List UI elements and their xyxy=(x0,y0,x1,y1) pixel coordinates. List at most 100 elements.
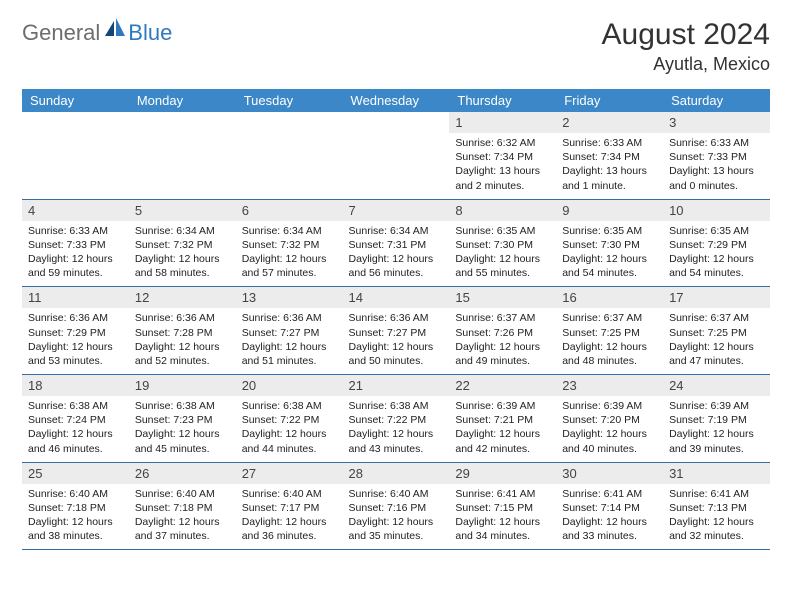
sunrise: Sunrise: 6:32 AM xyxy=(455,136,550,150)
day-content: Sunrise: 6:37 AMSunset: 7:26 PMDaylight:… xyxy=(449,308,556,374)
day-cell: 12Sunrise: 6:36 AMSunset: 7:28 PMDayligh… xyxy=(129,287,236,375)
day-number: 24 xyxy=(663,375,770,396)
sunset: Sunset: 7:27 PM xyxy=(242,326,337,340)
day-number: 15 xyxy=(449,287,556,308)
daylight: Daylight: 13 hours and 1 minute. xyxy=(562,164,657,192)
day-number: 17 xyxy=(663,287,770,308)
daylight: Daylight: 12 hours and 59 minutes. xyxy=(28,252,123,280)
day-number: 9 xyxy=(556,200,663,221)
dow-thursday: Thursday xyxy=(449,89,556,112)
sunset: Sunset: 7:18 PM xyxy=(135,501,230,515)
day-content: Sunrise: 6:37 AMSunset: 7:25 PMDaylight:… xyxy=(556,308,663,374)
sunset: Sunset: 7:32 PM xyxy=(135,238,230,252)
dow-sunday: Sunday xyxy=(22,89,129,112)
sunset: Sunset: 7:24 PM xyxy=(28,413,123,427)
week-row: 25Sunrise: 6:40 AMSunset: 7:18 PMDayligh… xyxy=(22,462,770,550)
day-content: Sunrise: 6:33 AMSunset: 7:33 PMDaylight:… xyxy=(22,221,129,287)
sunrise: Sunrise: 6:36 AM xyxy=(28,311,123,325)
sunset: Sunset: 7:26 PM xyxy=(455,326,550,340)
week-row: 18 Sunrise: 6:38 AM Sunset: 7:24 PM Dayligh… xyxy=(22,375,770,463)
sunrise: Sunrise: 6:38 AM xyxy=(135,399,230,413)
dow-tuesday: Tuesday xyxy=(236,89,343,112)
day-content: Sunrise: 6:35 AMSunset: 7:30 PMDaylight:… xyxy=(556,221,663,287)
sunset: Sunset: 7:29 PM xyxy=(669,238,764,252)
day-content: Sunrise: 6:37 AMSunset: 7:25 PMDaylight:… xyxy=(663,308,770,374)
sunrise: Sunrise: 6:40 AM xyxy=(349,487,444,501)
day-number: 30 xyxy=(556,463,663,484)
daylight: Daylight: 12 hours and 57 minutes. xyxy=(242,252,337,280)
day-number: 29 xyxy=(449,463,556,484)
daylight: Daylight: 12 hours and 49 minutes. xyxy=(455,340,550,368)
day-number: 3 xyxy=(663,112,770,133)
location: Ayutla, Mexico xyxy=(602,54,770,75)
sunset: Sunset: 7:22 PM xyxy=(242,413,337,427)
week-row: 11Sunrise: 6:36 AMSunset: 7:29 PMDayligh… xyxy=(22,287,770,375)
day-content: Sunrise: 6:35 AMSunset: 7:30 PMDaylight:… xyxy=(449,221,556,287)
daylight: Daylight: 12 hours and 42 minutes. xyxy=(455,427,550,455)
day-cell: 29Sunrise: 6:41 AMSunset: 7:15 PMDayligh… xyxy=(449,462,556,550)
day-content: Sunrise: 6:39 AMSunset: 7:21 PMDaylight:… xyxy=(449,396,556,462)
daylight: Daylight: 12 hours and 37 minutes. xyxy=(135,515,230,543)
day-content: Sunrise: 6:40 AMSunset: 7:17 PMDaylight:… xyxy=(236,484,343,550)
sunrise: Sunrise: 6:34 AM xyxy=(349,224,444,238)
sunset: Sunset: 7:17 PM xyxy=(242,501,337,515)
daylight: Daylight: 12 hours and 50 minutes. xyxy=(349,340,444,368)
day-cell xyxy=(343,112,450,199)
sunrise: Sunrise: 6:37 AM xyxy=(455,311,550,325)
day-number: 5 xyxy=(129,200,236,221)
daylight: Daylight: 12 hours and 44 minutes. xyxy=(242,427,337,455)
day-number: 18 xyxy=(22,375,129,396)
sunset: Sunset: 7:27 PM xyxy=(349,326,444,340)
day-content: Sunrise: 6:40 AMSunset: 7:18 PMDaylight:… xyxy=(22,484,129,550)
day-number: 23 xyxy=(556,375,663,396)
sunset: Sunset: 7:23 PM xyxy=(135,413,230,427)
daylight: Daylight: 12 hours and 53 minutes. xyxy=(28,340,123,368)
day-cell: 18Sunrise: 6:38 AMSunset: 7:24 PMDayligh… xyxy=(22,375,129,463)
sunrise: Sunrise: 6:36 AM xyxy=(349,311,444,325)
week-row: 1Sunrise: 6:32 AMSunset: 7:34 PMDaylight… xyxy=(22,112,770,199)
sunrise: Sunrise: 6:41 AM xyxy=(455,487,550,501)
sunset: Sunset: 7:14 PM xyxy=(562,501,657,515)
daylight: Daylight: 12 hours and 47 minutes. xyxy=(669,340,764,368)
day-content: Sunrise: 6:39 AMSunset: 7:20 PMDaylight:… xyxy=(556,396,663,462)
day-cell: 10Sunrise: 6:35 AMSunset: 7:29 PMDayligh… xyxy=(663,199,770,287)
day-content: Sunrise: 6:34 AMSunset: 7:32 PMDaylight:… xyxy=(129,221,236,287)
day-content: Sunrise: 6:38 AMSunset: 7:23 PMDaylight:… xyxy=(129,396,236,462)
calendar-table: Sunday Monday Tuesday Wednesday Thursday… xyxy=(22,89,770,550)
day-cell: 30Sunrise: 6:41 AMSunset: 7:14 PMDayligh… xyxy=(556,462,663,550)
day-number: 4 xyxy=(22,200,129,221)
daylight: Daylight: 13 hours and 2 minutes. xyxy=(455,164,550,192)
sunrise: Sunrise: 6:34 AM xyxy=(242,224,337,238)
day-content: Sunrise: 6:38 AMSunset: 7:22 PMDaylight:… xyxy=(343,396,450,462)
day-content: Sunrise: 6:33 AMSunset: 7:33 PMDaylight:… xyxy=(663,133,770,199)
day-number: 20 xyxy=(236,375,343,396)
day-cell xyxy=(236,112,343,199)
sunrise: Sunrise: 6:36 AM xyxy=(135,311,230,325)
sunset: Sunset: 7:33 PM xyxy=(28,238,123,252)
day-number: 11 xyxy=(22,287,129,308)
sunset: Sunset: 7:25 PM xyxy=(562,326,657,340)
month-title: August 2024 xyxy=(602,18,770,52)
day-cell: 17Sunrise: 6:37 AMSunset: 7:25 PMDayligh… xyxy=(663,287,770,375)
day-number: 6 xyxy=(236,200,343,221)
sunset: Sunset: 7:34 PM xyxy=(562,150,657,164)
day-number: 14 xyxy=(343,287,450,308)
day-number: 8 xyxy=(449,200,556,221)
sunrise: Sunrise: 6:39 AM xyxy=(455,399,550,413)
sunset: Sunset: 7:19 PM xyxy=(669,413,764,427)
day-cell: 23Sunrise: 6:39 AMSunset: 7:20 PMDayligh… xyxy=(556,375,663,463)
day-content: Sunrise: 6:36 AMSunset: 7:27 PMDaylight:… xyxy=(343,308,450,374)
sunrise: Sunrise: 6:40 AM xyxy=(28,487,123,501)
sunset: Sunset: 7:28 PM xyxy=(135,326,230,340)
day-cell: 20Sunrise: 6:38 AMSunset: 7:22 PMDayligh… xyxy=(236,375,343,463)
day-cell: 19Sunrise: 6:38 AMSunset: 7:23 PMDayligh… xyxy=(129,375,236,463)
day-content: Sunrise: 6:40 AMSunset: 7:16 PMDaylight:… xyxy=(343,484,450,550)
sunrise: Sunrise: 6:33 AM xyxy=(28,224,123,238)
day-content: Sunrise: 6:33 AMSunset: 7:34 PMDaylight:… xyxy=(556,133,663,199)
sunset: Sunset: 7:13 PM xyxy=(669,501,764,515)
daylight: Daylight: 12 hours and 58 minutes. xyxy=(135,252,230,280)
day-content: Sunrise: 6:38 AMSunset: 7:22 PMDaylight:… xyxy=(236,396,343,462)
day-cell: 6Sunrise: 6:34 AMSunset: 7:32 PMDaylight… xyxy=(236,199,343,287)
sunrise: Sunrise: 6:33 AM xyxy=(562,136,657,150)
sunrise: Sunrise: 6:35 AM xyxy=(562,224,657,238)
